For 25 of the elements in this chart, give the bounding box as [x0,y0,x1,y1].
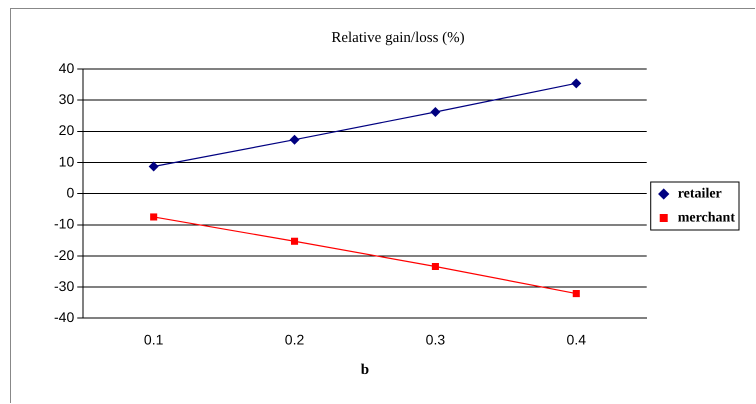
point [290,134,300,145]
y-tick-label: 30 [58,91,74,108]
point [572,290,580,298]
y-tick-label: -10 [54,216,74,232]
y-tick-label: 0 [66,184,74,200]
y-tick-label: 10 [58,153,74,170]
x-tick-label: 0.3 [426,331,446,348]
y-tick-label: -20 [54,246,74,263]
y-tick-label: -30 [54,278,74,294]
x-tick-label: 0.1 [144,331,164,348]
point [291,238,298,245]
y-tick-label: 40 [58,60,74,76]
point [430,106,440,117]
x-tick-label: 0.4 [566,331,586,348]
point [148,162,159,172]
point [432,262,439,270]
legend-label: merchant [678,210,736,226]
x-axis-title: b [360,362,370,378]
chart-title: Relative gain/loss (%) [331,30,465,46]
x-tick-label: 0.2 [284,331,304,348]
legend-label: retailer [678,186,722,202]
y-tick-label: -40 [54,309,74,326]
point [571,78,582,88]
point [150,213,158,220]
y-tick-label: 20 [58,122,74,138]
